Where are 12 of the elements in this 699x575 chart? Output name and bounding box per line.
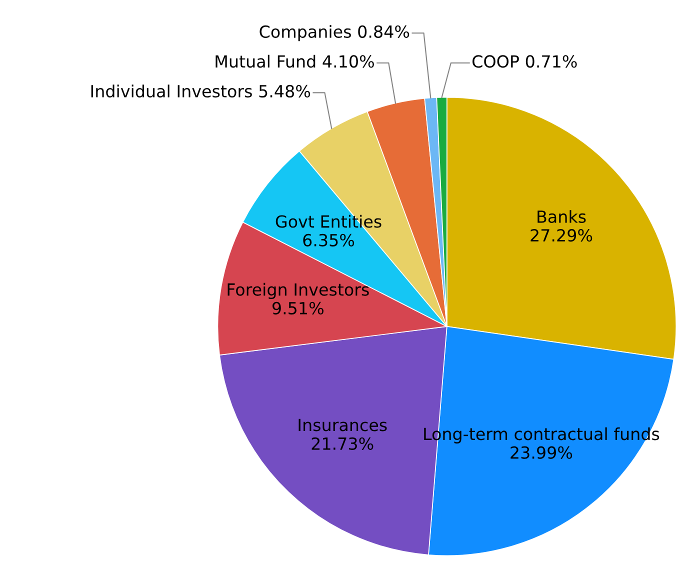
slice-label: COOP 0.71% [472, 55, 577, 68]
slice-label: Companies 0.84% [260, 25, 410, 42]
data-label: 21.73% [312, 437, 374, 450]
data-label: 23.99% [510, 446, 572, 459]
data-label: 6.35% [303, 234, 354, 246]
slice-label: Mutual Fund 4.10% [216, 54, 374, 68]
data-label: 27.29% [530, 229, 592, 242]
slice-label: Insurances [298, 418, 387, 432]
slice-label: Banks [538, 210, 586, 223]
data-label: 9.51% [272, 302, 324, 314]
slice-label: Foreign Investors [228, 282, 369, 300]
slice-label: Individual Investors 5.48% [91, 84, 310, 98]
